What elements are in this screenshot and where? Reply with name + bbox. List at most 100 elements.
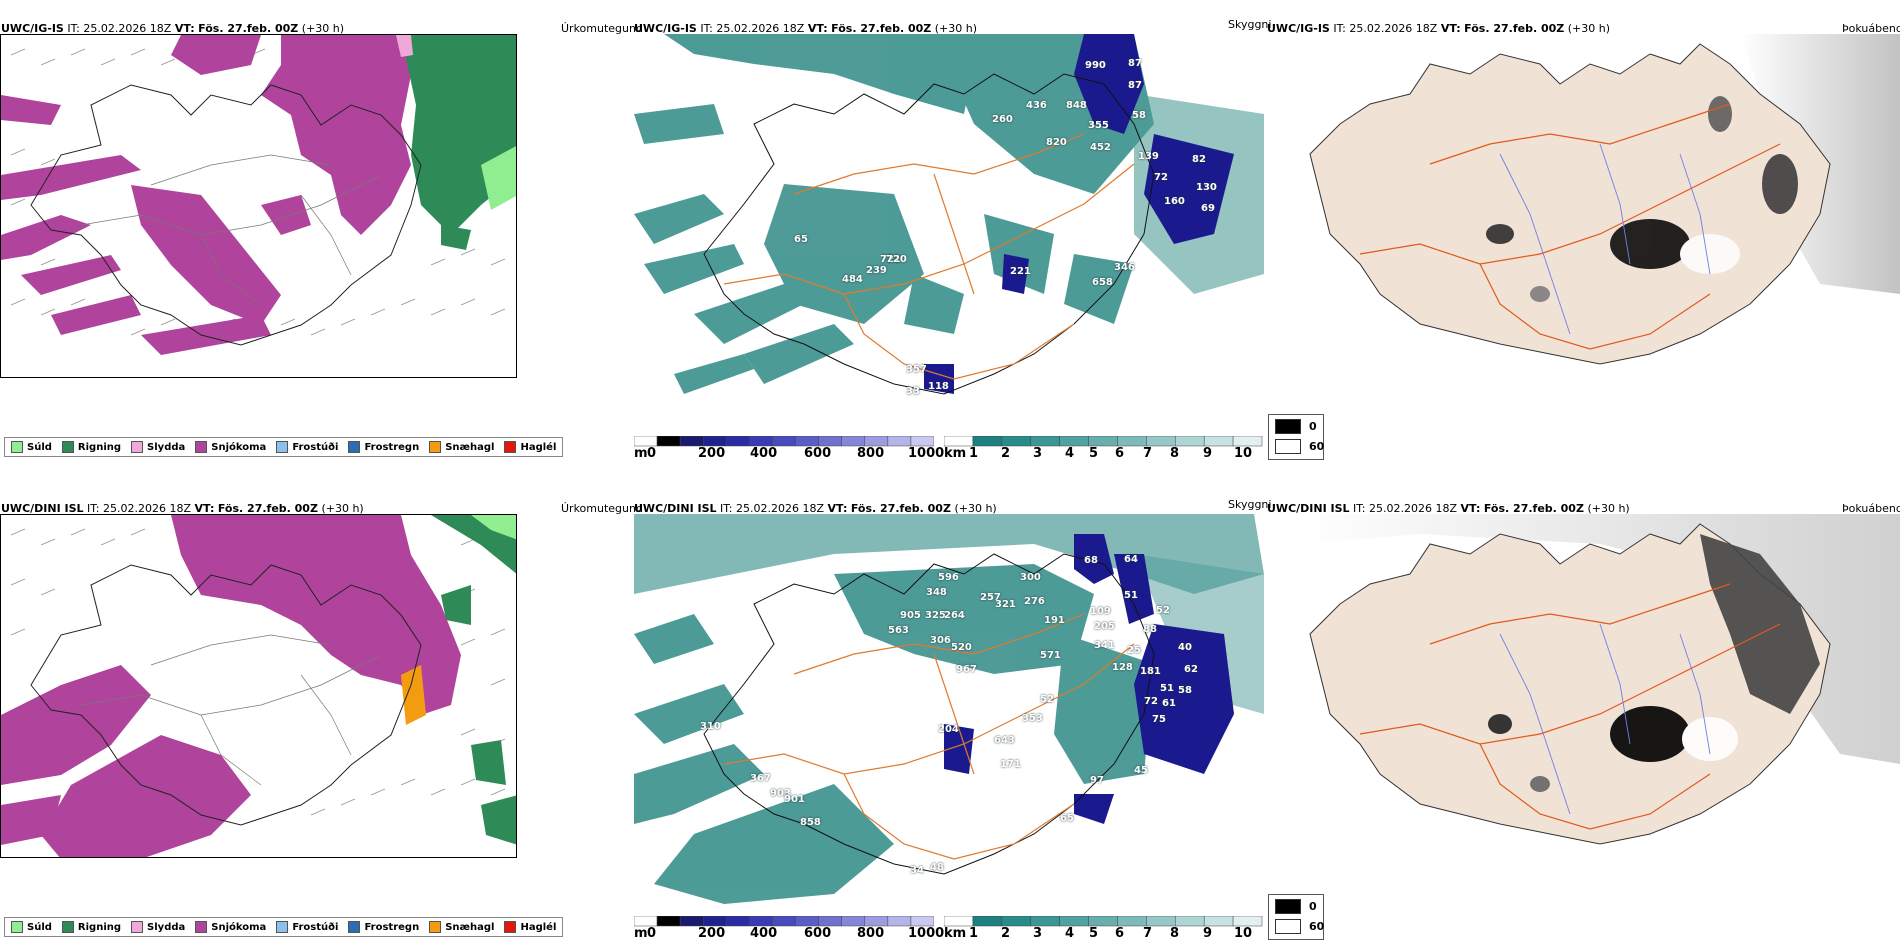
row-2: UWC/DINI ISL IT: 25.02.2026 18Z VT: Fös.…: [0, 480, 1900, 950]
visibility-unit: km: [944, 446, 967, 461]
vt-label: VT:: [807, 22, 828, 35]
legend-item: Rigning: [61, 441, 122, 453]
vb-tick: 10: [1234, 446, 1253, 461]
colorbar-segment: [1117, 916, 1147, 927]
cloud-label: 260: [992, 114, 1013, 125]
colorbar-segment: [864, 436, 889, 447]
cloud-label: 367: [750, 773, 771, 784]
swatch: [131, 441, 144, 453]
model-name: UWC/DINI ISL: [634, 502, 717, 515]
cloud-label: 45: [1134, 765, 1148, 776]
legend-label: Slydda: [147, 921, 186, 933]
legend-label: Haglél: [520, 441, 557, 453]
cloud-map-1[interactable]: [634, 34, 1264, 434]
legend-label: Haglél: [520, 921, 557, 933]
row2-cloud-header: UWC/DINI ISL IT: 25.02.2026 18Z VT: Fös.…: [634, 502, 997, 515]
it-value: 25.02.2026 18Z: [736, 502, 825, 515]
cb-tick: 200: [698, 446, 726, 461]
colorbar-segment: [841, 436, 866, 447]
cover-map-1[interactable]: [1300, 34, 1900, 434]
lead-time: (+30 h): [954, 502, 997, 515]
cb-tick: 600: [804, 446, 832, 461]
it-label: IT:: [1353, 502, 1366, 515]
cloud-label: 118: [928, 381, 949, 392]
swatch: [195, 921, 208, 933]
vt-value: Fös. 27.feb. 00Z: [1464, 22, 1565, 35]
it-label: IT:: [720, 502, 733, 515]
legend-label: Súld: [27, 441, 52, 453]
cover-map-svg: [1309, 34, 1900, 365]
cloud-map-2[interactable]: [634, 514, 1264, 914]
swatch: [504, 441, 517, 453]
cloud-label: 62: [1184, 664, 1198, 675]
cover-label: 60: [1309, 920, 1325, 933]
cloud-label: 139: [1138, 151, 1159, 162]
cloud-label: 51: [1124, 590, 1138, 601]
vb-tick: 9: [1203, 926, 1213, 941]
colorbar-segment: [1203, 436, 1234, 447]
legend-label: Snjókoma: [211, 441, 267, 453]
cloud-label: 596: [938, 572, 959, 583]
precip-title: Úrkomutegund: [561, 502, 643, 515]
cb-tick: 800: [857, 926, 885, 941]
it-value: 25.02.2026 18Z: [716, 22, 805, 35]
colorbar-segment: [1146, 436, 1176, 447]
vb-tick: 8: [1170, 446, 1180, 461]
row2-cover-header: UWC/DINI ISL IT: 25.02.2026 18Z VT: Fös.…: [1267, 502, 1630, 515]
cloud-label: 820: [1046, 137, 1067, 148]
vt-label: VT:: [1440, 22, 1461, 35]
precip-map-svg: [1, 35, 516, 355]
cover-legend-row: 0: [1275, 419, 1317, 434]
cover-legend: 0 60: [1268, 894, 1324, 940]
vt-value: Fös. 27.feb. 00Z: [831, 22, 932, 35]
cb-tick: 1000: [908, 446, 945, 461]
it-value: 25.02.2026 18Z: [103, 502, 192, 515]
vb-tick: 2: [1001, 926, 1011, 941]
precip-map-1[interactable]: [0, 34, 517, 378]
roads: [723, 133, 1135, 380]
cover-map-2[interactable]: [1300, 514, 1900, 914]
vt-label: VT:: [174, 22, 195, 35]
legend-label: Frostregn: [364, 441, 420, 453]
vt-value: Fös. 27.feb. 00Z: [1483, 502, 1584, 515]
colorbar-segment: [944, 436, 974, 447]
swatch: [429, 441, 442, 453]
swatch: [504, 921, 517, 933]
colorbar-segment: [1030, 436, 1060, 447]
colorbar-segment: [910, 436, 934, 447]
swatch: [61, 441, 74, 453]
swatch: [429, 921, 442, 933]
it-label: IT:: [700, 22, 713, 35]
vt-value: Fös. 27.feb. 00Z: [217, 502, 318, 515]
cloud-label: 87: [1128, 80, 1142, 91]
colorbar-segment: [1001, 436, 1031, 447]
rivers: [1499, 623, 1711, 815]
cloud-map-svg: [634, 514, 1264, 904]
colorbar-segment: [1117, 436, 1147, 447]
precip-legend: Súld Rigning Slydda Snjókoma Frostúði Fr…: [4, 917, 564, 937]
vb-tick: 1: [969, 926, 979, 941]
colorbar-segment: [702, 436, 727, 447]
vt-value: Fös. 27.feb. 00Z: [198, 22, 299, 35]
colorbar-segment: [749, 916, 773, 927]
cloud-label: 306: [930, 635, 951, 646]
cloud-label: 355: [1088, 120, 1109, 131]
legend-label: Rigning: [77, 441, 122, 453]
precip-map-2[interactable]: [0, 514, 517, 858]
legend-item: Frostregn: [348, 921, 419, 933]
cloudbase-colorbar: [634, 916, 934, 927]
coastline: [703, 553, 1155, 875]
it-label: IT:: [1333, 22, 1346, 35]
cb-tick: 400: [750, 446, 778, 461]
colorbar-segment: [634, 436, 658, 447]
legend-label: Súld: [27, 921, 52, 933]
swatch: [11, 441, 23, 453]
visibility-colorbar: [944, 916, 1263, 927]
cover-title: Þokuábendi: [1842, 22, 1900, 35]
vb-tick: 9: [1203, 446, 1213, 461]
cloud-label: 52: [1040, 694, 1054, 705]
colorbar-segment: [795, 916, 819, 927]
visibility-unit: km: [944, 926, 967, 941]
coastline: [30, 84, 422, 346]
legend-item: Slydda: [131, 441, 185, 453]
